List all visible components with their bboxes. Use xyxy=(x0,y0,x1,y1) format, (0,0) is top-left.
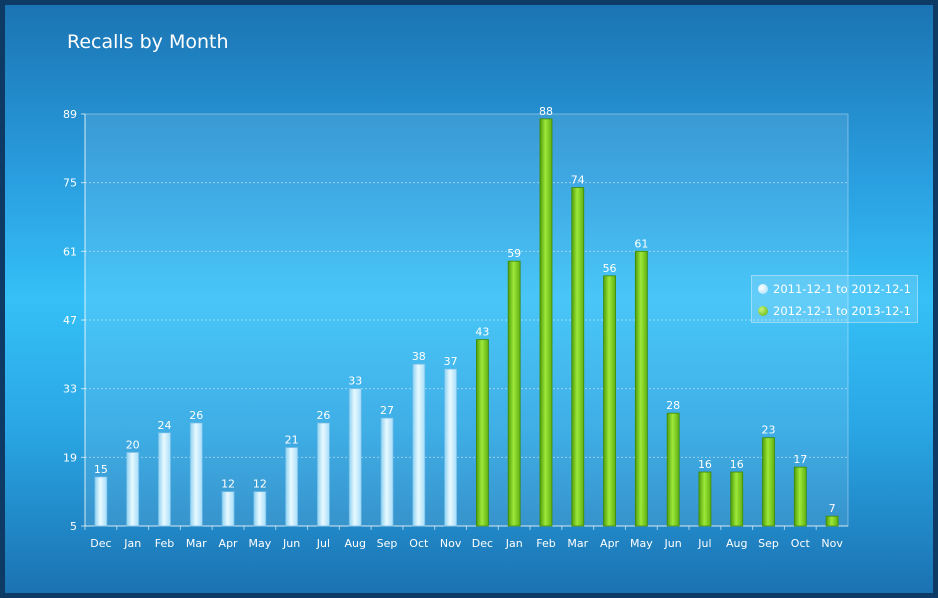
x-tick-label-17: May xyxy=(630,537,653,550)
legend-swatch-series-2 xyxy=(758,306,768,316)
bar-s2-21[interactable] xyxy=(762,437,775,527)
bar-s2-12[interactable] xyxy=(475,339,489,527)
data-label-s1-8: 33 xyxy=(348,375,362,388)
axes: 5 19 33 47 61 75 89 Dec Jan Feb Mar Apr May Jun Jul Aug… xyxy=(63,108,848,550)
data-label-s2-18: 28 xyxy=(666,399,680,412)
data-label-s2-22: 17 xyxy=(793,453,807,466)
data-label-s1-4: 12 xyxy=(221,478,235,491)
x-tick-label-12: Dec xyxy=(472,537,493,550)
data-label-s2-15: 74 xyxy=(571,174,585,187)
x-tick-label-22: Oct xyxy=(791,537,811,550)
bar-s2-20[interactable] xyxy=(730,471,744,527)
bar-s2-15[interactable] xyxy=(571,187,585,527)
data-label-s1-5: 12 xyxy=(253,478,267,491)
x-tick-label-14: Feb xyxy=(536,537,555,550)
data-label-s1-3: 26 xyxy=(189,409,203,422)
y-tick-label-1: 19 xyxy=(63,451,77,464)
plot-area xyxy=(84,113,849,527)
x-tick-label-2: Feb xyxy=(155,537,174,550)
data-label-s1-1: 20 xyxy=(126,438,140,451)
bar-s1-0[interactable] xyxy=(94,476,108,527)
bar-s1-6[interactable] xyxy=(285,447,299,527)
data-label-s2-13: 59 xyxy=(507,247,521,260)
bar-s2-14[interactable] xyxy=(539,118,553,527)
bar-s2-19[interactable] xyxy=(698,471,712,527)
chart-canvas: 5 19 33 47 61 75 89 Dec Jan Feb Mar Apr May Jun Jul Aug… xyxy=(63,105,849,550)
x-tick-label-11: Nov xyxy=(440,537,462,550)
x-tick-label-6: Jun xyxy=(282,537,300,550)
bar-s1-11[interactable] xyxy=(444,368,458,527)
data-label-s1-9: 27 xyxy=(380,404,394,417)
x-tick-label-13: Jan xyxy=(505,537,523,550)
data-label-s2-21: 23 xyxy=(762,424,776,437)
bar-s1-4[interactable] xyxy=(221,491,235,527)
bars xyxy=(94,118,839,527)
legend: 2011-12-1 to 2012-12-1 2012-12-1 to 2013… xyxy=(751,275,918,323)
legend-swatch-series-1 xyxy=(758,284,768,294)
data-label-s1-11: 37 xyxy=(444,355,458,368)
x-tick-label-20: Aug xyxy=(726,537,747,550)
y-tick-label-0: 5 xyxy=(70,520,77,533)
bar-s1-3[interactable] xyxy=(189,422,203,527)
x-tick-label-1: Jan xyxy=(123,537,141,550)
x-tick-label-4: Apr xyxy=(219,537,239,550)
bar-s1-9[interactable] xyxy=(380,417,394,527)
legend-item-series-2[interactable]: 2012-12-1 to 2013-12-1 xyxy=(758,302,911,320)
legend-item-series-1[interactable]: 2011-12-1 to 2012-12-1 xyxy=(758,280,911,298)
data-label-s2-14: 88 xyxy=(539,105,553,118)
bar-s2-22[interactable] xyxy=(793,466,807,527)
x-tick-label-15: Mar xyxy=(567,537,588,550)
bar-s1-10[interactable] xyxy=(412,363,426,527)
x-tick-label-19: Jul xyxy=(697,537,711,550)
data-label-s1-7: 26 xyxy=(316,409,330,422)
x-tick-label-5: May xyxy=(248,537,271,550)
y-tick-label-5: 75 xyxy=(63,177,77,190)
data-label-s1-2: 24 xyxy=(157,419,171,432)
x-tick-label-8: Aug xyxy=(344,537,365,550)
bar-s1-7[interactable] xyxy=(317,422,330,527)
legend-label-series-1: 2011-12-1 to 2012-12-1 xyxy=(773,282,911,296)
bar-s2-13[interactable] xyxy=(507,260,521,527)
data-label-s1-0: 15 xyxy=(94,463,108,476)
x-tick-label-3: Mar xyxy=(186,537,207,550)
data-label-s2-12: 43 xyxy=(475,326,489,339)
x-tick-label-7: Jul xyxy=(316,537,330,550)
x-tick-label-21: Sep xyxy=(758,537,779,550)
grid-lines xyxy=(85,182,848,458)
bar-s2-17[interactable] xyxy=(634,250,648,527)
x-tick-label-18: Jun xyxy=(664,537,682,550)
bar-s2-16[interactable] xyxy=(603,275,616,527)
y-tick-label-4: 61 xyxy=(63,245,77,258)
x-tick-label-10: Oct xyxy=(409,537,429,550)
bar-s1-5[interactable] xyxy=(253,491,267,527)
x-tick-label-0: Dec xyxy=(90,537,111,550)
bar-s2-23[interactable] xyxy=(825,515,839,527)
chart-title: Recalls by Month xyxy=(67,31,229,53)
bar-s1-8[interactable] xyxy=(348,388,362,527)
y-tick-label-2: 33 xyxy=(63,383,77,396)
y-tick-label-3: 47 xyxy=(63,314,77,327)
legend-label-series-2: 2012-12-1 to 2013-12-1 xyxy=(773,304,911,318)
x-tick-label-9: Sep xyxy=(377,537,398,550)
x-tick-label-16: Apr xyxy=(600,537,620,550)
x-tick-label-23: Nov xyxy=(821,537,843,550)
data-label-s1-10: 38 xyxy=(412,350,426,363)
data-label-s2-19: 16 xyxy=(698,458,712,471)
bar-s1-2[interactable] xyxy=(158,432,171,527)
data-label-s2-16: 56 xyxy=(603,262,617,275)
data-labels: 15 20 24 26 12 12 21 26 33 27 38 37 43 59 88 74 56 61 28 16… xyxy=(94,105,836,515)
bar-s2-18[interactable] xyxy=(666,412,680,527)
bar-s1-1[interactable] xyxy=(126,452,140,527)
data-label-s2-23: 7 xyxy=(829,502,836,515)
data-label-s1-6: 21 xyxy=(285,434,299,447)
data-label-s2-17: 61 xyxy=(634,237,648,250)
y-tick-label-6: 89 xyxy=(63,108,77,121)
data-label-s2-20: 16 xyxy=(730,458,744,471)
